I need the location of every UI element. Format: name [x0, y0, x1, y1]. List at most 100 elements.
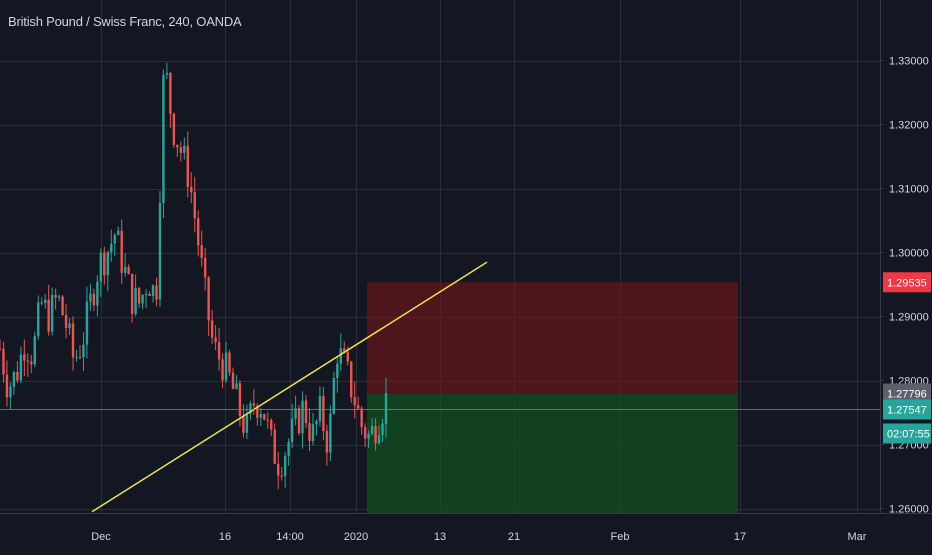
candle — [89, 283, 92, 311]
candle — [183, 137, 186, 160]
time-tick-label: Feb — [611, 531, 630, 543]
time-tick-label: 2020 — [344, 531, 368, 543]
stop-loss-zone[interactable] — [367, 282, 738, 394]
candle — [221, 353, 224, 388]
candle-body — [367, 433, 370, 439]
candle-body — [221, 359, 224, 381]
take-profit-zone[interactable] — [367, 393, 738, 519]
candle-body — [256, 405, 259, 418]
candle — [308, 408, 311, 452]
candle-body — [5, 374, 9, 398]
candle — [134, 274, 137, 317]
candle-body — [207, 277, 210, 321]
candle-body — [134, 287, 137, 314]
candle — [0, 339, 2, 351]
candle-body — [336, 363, 339, 378]
candle — [193, 176, 196, 233]
candle-body — [2, 348, 5, 375]
candle-body — [61, 296, 64, 316]
candle — [165, 62, 169, 80]
candle-body — [270, 420, 273, 430]
candle-body — [263, 414, 266, 420]
candle-body — [64, 315, 68, 328]
candle-body — [329, 413, 332, 453]
candle-body — [339, 348, 342, 364]
entry-price-label: 1.27796 — [887, 389, 927, 401]
candle — [353, 381, 356, 419]
candle-body — [245, 414, 249, 433]
time-axis[interactable]: Dec 16 14:00 2020 13 21 Feb 17 Mar — [0, 513, 932, 550]
trendline-drawing[interactable] — [91, 261, 488, 513]
candle-body — [363, 427, 367, 439]
candle-body — [203, 258, 207, 278]
candle — [47, 284, 50, 336]
price-axis[interactable]: 1.260001.270001.280001.290001.300001.310… — [880, 0, 932, 550]
candle-body — [9, 386, 12, 398]
candle-body — [308, 423, 311, 442]
candle-body — [148, 293, 151, 297]
time-axis-background — [0, 513, 932, 550]
candle-body — [103, 252, 106, 276]
price-tick-label: 1.30000 — [889, 248, 929, 260]
time-tick-label: 14:00 — [276, 531, 304, 543]
candle — [263, 413, 266, 421]
candle-body — [249, 403, 252, 415]
trendline[interactable] — [91, 261, 488, 513]
candle-body — [304, 400, 308, 424]
stop-price-label-bg — [883, 272, 931, 293]
candle — [127, 264, 130, 275]
candle-body — [16, 371, 19, 381]
last-price-label-bg — [883, 399, 931, 420]
candle — [363, 423, 367, 447]
candle — [360, 406, 363, 435]
candle-body — [200, 245, 203, 259]
candle — [172, 112, 176, 148]
candle — [120, 219, 123, 284]
candle — [374, 418, 377, 451]
candle — [266, 412, 269, 429]
candle-body — [96, 281, 99, 306]
candle — [19, 346, 23, 384]
candle — [329, 405, 332, 462]
candle-body — [92, 293, 96, 306]
candle — [113, 233, 116, 257]
candle-body — [172, 113, 176, 145]
last-price-label: 1.27547 — [887, 404, 927, 416]
time-tick-label: 13 — [434, 531, 446, 543]
position-zones[interactable] — [367, 282, 738, 519]
candle-body — [350, 361, 353, 398]
candle-body — [384, 393, 388, 424]
candle-body — [179, 147, 183, 153]
candle-body — [37, 302, 40, 337]
candle-body — [57, 296, 61, 298]
candle-body — [294, 408, 297, 419]
candle — [339, 333, 342, 371]
candle — [123, 253, 127, 277]
candle — [130, 273, 134, 323]
candle-body — [33, 336, 36, 365]
candlestick-series — [0, 62, 388, 490]
candle — [96, 275, 99, 317]
candle-body — [217, 342, 221, 360]
candle-body — [44, 299, 47, 303]
candle-body — [381, 423, 384, 436]
candle-body — [280, 475, 283, 477]
candle-body — [183, 145, 186, 153]
candle — [16, 361, 19, 384]
candle-body — [235, 383, 238, 389]
candle — [252, 389, 256, 415]
candle-body — [283, 455, 287, 477]
candle-body — [106, 252, 110, 276]
candle — [106, 250, 110, 292]
candle-body — [155, 285, 158, 300]
candle — [40, 297, 43, 306]
price-tick-label: 1.31000 — [889, 184, 929, 196]
candle — [151, 284, 155, 303]
candle-body — [297, 408, 301, 434]
candle-body — [190, 186, 193, 193]
candle — [270, 418, 273, 437]
candle — [82, 332, 85, 371]
time-tick-label: Dec — [91, 531, 111, 543]
